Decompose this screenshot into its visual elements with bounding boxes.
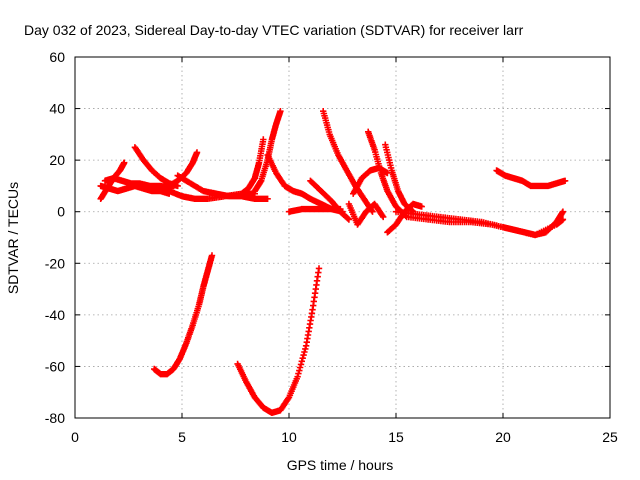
y-tick-label: -80: [45, 410, 65, 426]
y-axis-label: SDTVAR / TECUs: [5, 182, 21, 294]
y-tick-label: -40: [45, 307, 65, 323]
data-series: [97, 108, 569, 416]
chart-title: Day 032 of 2023, Sidereal Day-to-day VTE…: [24, 22, 524, 38]
series-track: [151, 252, 216, 378]
plus-markers: [174, 172, 271, 202]
y-tick-label: 40: [49, 101, 65, 117]
x-tick-label: 0: [71, 429, 79, 445]
series-track: [307, 177, 353, 223]
series-track: [403, 213, 567, 239]
plot-frame: [74, 56, 611, 419]
plus-markers: [234, 265, 323, 416]
y-tick-label: 20: [49, 152, 65, 168]
axis-ticks: 0 5 10 15 20 25 -80 -60 -40 -20 0 20 40 60: [45, 49, 618, 445]
plus-markers: [151, 252, 216, 378]
x-tick-label: 10: [281, 429, 297, 445]
grid-lines: [75, 57, 610, 418]
plus-markers: [493, 167, 569, 190]
y-tick-label: 60: [49, 49, 65, 65]
y-tick-label: 0: [57, 204, 65, 220]
series-track: [345, 200, 387, 228]
plus-markers: [345, 200, 387, 228]
plus-markers: [307, 177, 353, 223]
plus-markers: [238, 136, 267, 197]
series-track: [174, 172, 271, 202]
x-tick-label: 25: [602, 429, 618, 445]
y-tick-label: -20: [45, 255, 65, 271]
x-tick-label: 15: [388, 429, 404, 445]
x-axis-label: GPS time / hours: [287, 457, 394, 473]
x-tick-label: 20: [495, 429, 511, 445]
plus-markers: [403, 213, 567, 239]
y-tick-label: -60: [45, 358, 65, 374]
x-tick-label: 5: [178, 429, 186, 445]
series-track: [234, 265, 323, 416]
series-track: [238, 136, 267, 197]
series-track: [493, 167, 569, 190]
